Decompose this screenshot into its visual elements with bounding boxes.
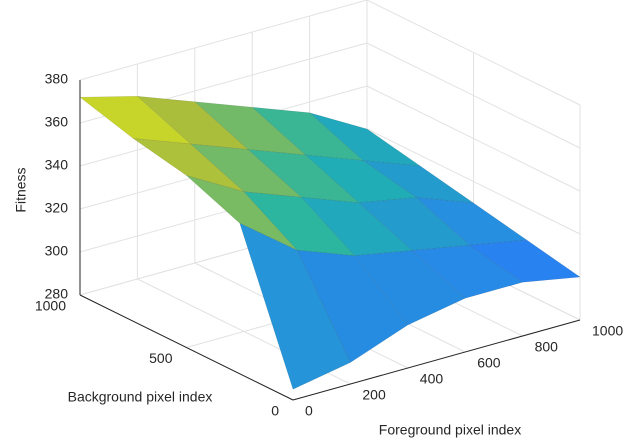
axis-edge xyxy=(292,319,581,401)
z-grid-line xyxy=(366,128,581,235)
z-grid-line xyxy=(366,0,581,106)
y-tick-label: 500 xyxy=(149,350,173,366)
ticks: 280 300 320 340 360 380 0 500 1000 0 200 400 600 800 1… xyxy=(35,71,624,419)
surface-patch xyxy=(411,244,524,299)
y-tick-label: 0 xyxy=(271,403,279,419)
y-tick-label: 1000 xyxy=(35,298,66,314)
z-tick-label: 340 xyxy=(45,157,69,173)
z-axis-label: Fitness xyxy=(13,167,29,212)
surface-patch xyxy=(132,138,245,192)
y-axis-label: Background pixel index xyxy=(68,389,213,405)
surface-patch xyxy=(296,249,409,363)
x-tick-label: 1000 xyxy=(592,323,623,339)
x-tick-label: 600 xyxy=(477,355,501,371)
x-tick-label: 200 xyxy=(362,387,386,403)
axis-edge xyxy=(79,294,294,401)
z-tick-label: 380 xyxy=(45,71,69,87)
z-grid-line xyxy=(366,42,581,149)
x-tick-label: 0 xyxy=(305,403,313,419)
z-tick-label: 280 xyxy=(45,286,69,302)
x-tick-label: 800 xyxy=(535,339,559,355)
x-axis-label: Foreground pixel index xyxy=(379,422,521,438)
z-tick-label: 320 xyxy=(45,200,69,216)
z-tick-label: 360 xyxy=(45,114,69,130)
surface xyxy=(79,95,581,390)
z-tick-label: 300 xyxy=(45,243,69,259)
x-tick-label: 400 xyxy=(420,371,444,387)
surface-patch xyxy=(239,222,351,390)
z-grid-line xyxy=(366,85,581,192)
z-grid-line xyxy=(79,0,368,81)
